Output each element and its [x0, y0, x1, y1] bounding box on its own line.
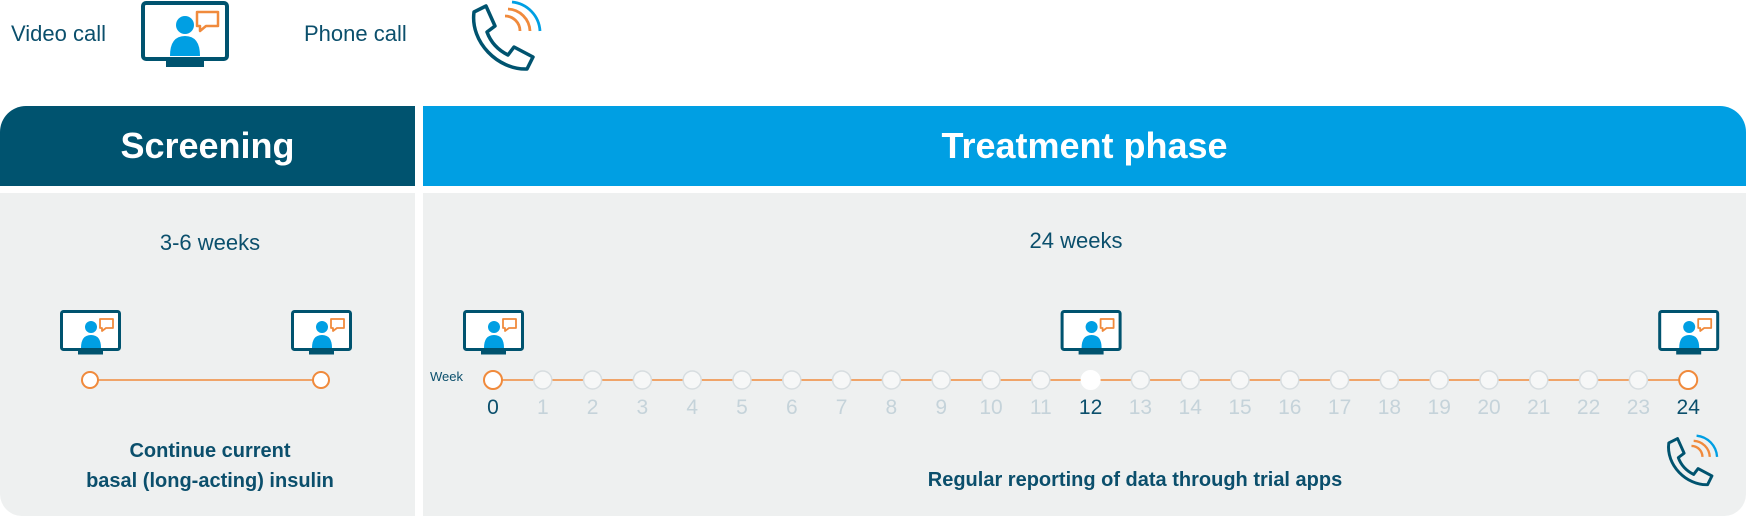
week-node [1379, 370, 1400, 390]
week-tick-label: 9 [935, 396, 947, 419]
week-tick-label: 1 [537, 396, 549, 419]
video-call-icon [1658, 310, 1720, 355]
week-node [1329, 370, 1350, 390]
week-axis-label: Week [430, 369, 463, 384]
week-node [533, 370, 553, 390]
treatment-caption: Regular reporting of data through trial … [927, 469, 1343, 491]
treatment-header: Treatment phase [423, 106, 1746, 186]
week-node [1230, 370, 1250, 390]
week-tick-label: 4 [686, 396, 698, 419]
week-node [931, 370, 951, 390]
screening-caption-line2: basal (long-acting) insulin [86, 470, 334, 492]
screening-video-call-icon [60, 310, 121, 355]
week-tick-label: 6 [786, 396, 798, 419]
video-call-icon [463, 310, 524, 355]
screening-duration: 3-6 weeks [159, 230, 261, 255]
week-tick-label: 18 [1378, 396, 1401, 419]
week-tick-label: 7 [836, 396, 848, 419]
week-tick-label: 3 [637, 396, 649, 419]
week-tick-label: 24 [1677, 396, 1701, 419]
week-node [682, 370, 702, 390]
week-tick-label: 17 [1328, 396, 1351, 419]
treatment-timeline: 0 1 2 3 4 5 6 7 8 9 10 11 12 13 14 15 16 17 18 19 20 21 22 23 24 [463, 310, 1720, 419]
week-tick-label: 23 [1627, 396, 1650, 419]
week-node [1130, 370, 1151, 390]
week-node [981, 370, 1001, 390]
week-node [1678, 370, 1699, 390]
week-node [1628, 370, 1649, 390]
week-tick-label: 5 [736, 396, 748, 419]
treatment-duration: 24 weeks [1029, 228, 1123, 253]
week-tick-label: 12 [1079, 396, 1102, 419]
screening-end-node [312, 371, 330, 389]
screening-caption: Continue current basal (long-acting) ins… [0, 436, 420, 496]
week-node [881, 370, 902, 390]
week-node [483, 370, 503, 390]
week-node [1280, 370, 1300, 390]
week-tick-label: 22 [1577, 396, 1600, 419]
screening-panel [0, 193, 415, 516]
week-tick-label: 14 [1179, 396, 1203, 419]
week-node [1429, 370, 1449, 390]
screening-caption-line1: Continue current [129, 440, 291, 462]
week-node [632, 370, 653, 390]
week-tick-label: 19 [1428, 396, 1451, 419]
screening-timeline [60, 310, 352, 389]
week-tick-label: 20 [1477, 396, 1500, 419]
week-node [1031, 370, 1051, 390]
screening-title: Screening [120, 125, 295, 166]
week-tick-label: 11 [1030, 396, 1052, 419]
week-node [1479, 370, 1499, 390]
legend-video-label: Video call [11, 21, 106, 46]
week-tick-label: 15 [1228, 396, 1251, 419]
week-node [782, 370, 802, 390]
week-node [1529, 370, 1549, 390]
week-node [1180, 370, 1200, 390]
week-node [1578, 370, 1599, 390]
week-tick-label: 8 [886, 396, 898, 419]
screening-header: Screening [0, 106, 415, 186]
treatment-title: Treatment phase [941, 125, 1228, 166]
screening-start-node [81, 371, 99, 389]
screening-video-call-icon [291, 310, 352, 355]
week-tick-label: 21 [1527, 396, 1550, 419]
week-tick-label: 0 [487, 396, 499, 419]
week-tick-label: 16 [1278, 396, 1301, 419]
treatment-phone-call-icon [1667, 434, 1719, 487]
week-tick-label: 10 [979, 396, 1002, 419]
phone-call-icon [471, 0, 542, 71]
week-node [1080, 370, 1101, 390]
week-node [831, 370, 852, 390]
legend-phone-label: Phone call [304, 21, 407, 46]
week-node [582, 370, 603, 390]
week-tick-label: 2 [587, 396, 599, 419]
week-node [732, 370, 752, 390]
video-call-icon [1060, 310, 1122, 355]
week-tick-label: 13 [1129, 396, 1152, 419]
monitor-video-call-icon [141, 1, 229, 67]
